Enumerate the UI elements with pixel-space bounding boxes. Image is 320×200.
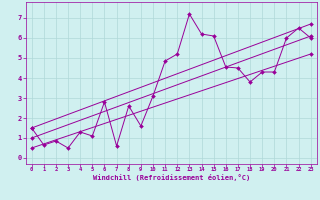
X-axis label: Windchill (Refroidissement éolien,°C): Windchill (Refroidissement éolien,°C) <box>92 174 250 181</box>
